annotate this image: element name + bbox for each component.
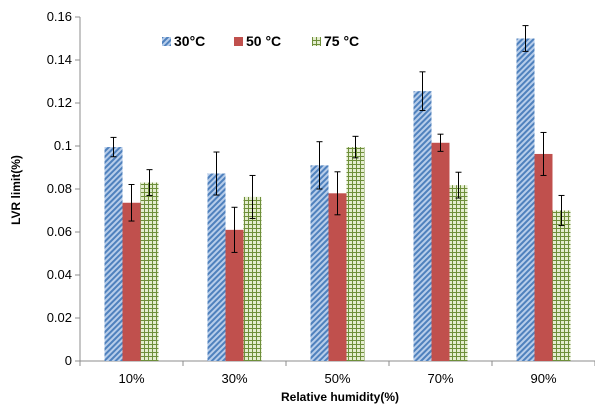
bar bbox=[552, 210, 571, 361]
legend-swatch bbox=[234, 37, 243, 46]
bar bbox=[140, 182, 159, 361]
y-tick-label: 0.14 bbox=[47, 52, 72, 67]
y-tick-label: 0.04 bbox=[47, 267, 72, 282]
y-tick-label: 0.12 bbox=[47, 95, 72, 110]
bar bbox=[207, 173, 226, 361]
x-tick-label: 90% bbox=[530, 371, 556, 386]
bar bbox=[346, 147, 365, 361]
bar bbox=[122, 202, 141, 361]
x-tick-label: 50% bbox=[324, 371, 350, 386]
bar bbox=[431, 142, 450, 361]
bar bbox=[449, 185, 468, 361]
bar bbox=[328, 193, 347, 361]
x-tick-label: 10% bbox=[118, 371, 144, 386]
legend-swatch bbox=[162, 37, 171, 46]
legend-label: 75 °C bbox=[324, 33, 359, 49]
legend-swatch bbox=[312, 37, 321, 46]
x-tick-label: 30% bbox=[221, 371, 247, 386]
bar bbox=[413, 91, 432, 362]
legend-label: 50 °C bbox=[246, 33, 281, 49]
y-axis-title: LVR limit(%) bbox=[9, 155, 23, 225]
bar bbox=[104, 147, 123, 361]
bar bbox=[310, 165, 329, 361]
bar bbox=[534, 153, 553, 361]
bar bbox=[225, 229, 244, 361]
y-tick-label: 0.08 bbox=[47, 181, 72, 196]
legend-label: 30°C bbox=[174, 33, 205, 49]
y-tick-label: 0.1 bbox=[54, 138, 72, 153]
y-tick-label: 0.16 bbox=[47, 9, 72, 24]
x-axis-title: Relative humidity(%) bbox=[281, 390, 399, 404]
y-tick-label: 0 bbox=[65, 353, 72, 368]
y-tick-label: 0.06 bbox=[47, 224, 72, 239]
x-tick-label: 70% bbox=[427, 371, 453, 386]
y-tick-label: 0.02 bbox=[47, 310, 72, 325]
bar bbox=[516, 38, 535, 361]
bar bbox=[243, 196, 262, 361]
